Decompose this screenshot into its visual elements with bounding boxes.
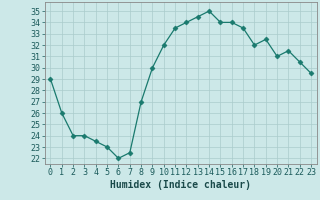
- X-axis label: Humidex (Indice chaleur): Humidex (Indice chaleur): [110, 180, 251, 190]
